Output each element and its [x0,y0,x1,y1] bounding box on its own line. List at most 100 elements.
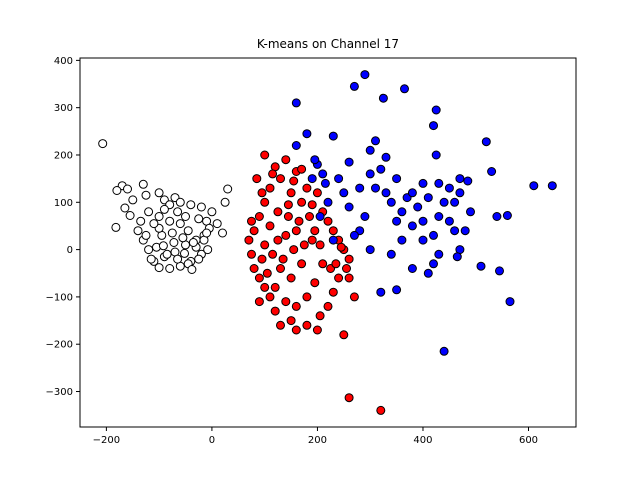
data-point-cluster-1-10 [141,190,151,200]
y-axis: −300 −200 −100 0 100 200 300 400 [46,56,80,398]
data-point-cluster-2-64 [349,292,359,302]
data-point-cluster-2-11 [328,226,338,236]
data-point-cluster-2-15 [334,273,344,283]
data-point-cluster-2-74 [307,235,317,245]
data-point-cluster-2-27 [247,249,256,259]
data-point-cluster-3-55 [407,188,417,198]
data-point-cluster-2-49 [273,207,283,217]
data-point-cluster-3-4 [400,84,409,94]
data-point-cluster-2-16 [328,287,338,297]
data-point-cluster-1-67 [180,248,189,258]
data-point-cluster-2-41 [302,292,312,302]
data-point-cluster-3-7 [302,129,312,139]
data-point-cluster-3-25 [392,285,402,295]
data-point-cluster-2-31 [260,197,270,207]
data-point-cluster-3-75 [381,152,391,162]
data-point-cluster-3-28 [429,259,438,269]
data-point-cluster-2-3 [281,155,291,165]
data-point-cluster-3-79 [434,178,444,188]
data-point-cluster-3-61 [339,188,349,198]
chart-title: K-means on Channel 17 [257,37,399,51]
data-point-cluster-3-21 [495,266,504,276]
data-point-cluster-3-23 [439,346,449,356]
data-point-cluster-3-57 [386,249,396,259]
data-point-cluster-1-4 [123,184,132,194]
data-point-cluster-1-45 [154,263,164,273]
y-tick-label: 200 [54,150,73,161]
data-point-cluster-3-13 [431,150,441,160]
data-point-cluster-2-73 [315,311,325,321]
data-point-cluster-2-25 [254,273,264,283]
data-point-cluster-3-72 [320,178,330,188]
data-point-cluster-1-5 [111,222,121,232]
data-point-cluster-1-8 [125,211,135,220]
y-tick-label: 400 [54,56,73,67]
data-point-cluster-2-17 [323,301,333,311]
data-point-cluster-2-70 [247,216,256,226]
data-point-cluster-1-36 [154,212,164,221]
data-point-cluster-3-14 [481,137,491,147]
data-point-cluster-1-15 [175,197,185,207]
data-point-cluster-1-31 [144,245,154,255]
data-point-cluster-2-26 [249,264,259,273]
data-point-cluster-3-20 [476,261,486,271]
data-point-cluster-2-32 [265,183,275,193]
data-point-cluster-1-63 [141,230,151,240]
data-point-cluster-3-48 [392,174,402,184]
data-point-cluster-3-54 [418,178,428,188]
data-point-cluster-2-80 [342,264,351,273]
x-tick-label: 400 [413,435,432,446]
data-point-cluster-2-18 [312,325,322,335]
data-point-cluster-2-40 [310,278,320,288]
data-point-cluster-3-65 [307,174,317,184]
data-point-cluster-1-7 [128,195,138,205]
data-point-cluster-1-16 [186,200,196,210]
data-point-cluster-3-18 [502,211,512,220]
data-point-cluster-3-58 [365,245,375,255]
data-point-cluster-2-51 [291,226,301,236]
data-point-cluster-2-50 [283,212,293,221]
data-point-cluster-1-49 [167,228,177,238]
data-point-cluster-3-76 [392,216,402,226]
data-point-cluster-3-46 [365,169,375,179]
data-point-cluster-3-35 [463,176,473,186]
data-point-cluster-3-9 [371,136,380,146]
data-point-cluster-1-50 [178,233,188,243]
data-point-cluster-3-69 [349,230,359,240]
data-point-cluster-1-34 [136,216,146,226]
data-point-cluster-3-41 [407,221,417,231]
data-point-cluster-1-20 [212,219,222,229]
data-point-cluster-2-24 [260,282,270,292]
data-point-cluster-3-36 [444,183,454,193]
data-point-cluster-3-53 [450,197,460,207]
data-point-cluster-3-27 [423,268,433,278]
y-tick-label: 100 [54,198,73,209]
data-point-cluster-2-56 [268,249,278,259]
data-point-cluster-2-60 [278,254,288,264]
data-point-cluster-3-63 [318,169,328,179]
data-point-cluster-3-34 [455,188,465,198]
data-point-cluster-1-1 [98,139,108,149]
data-point-cluster-3-51 [423,193,433,203]
data-point-cluster-1-68 [187,265,197,274]
data-point-cluster-2-44 [270,282,280,292]
axes-frame [79,57,577,428]
data-point-cluster-1-39 [183,226,193,236]
data-point-cluster-1-64 [149,219,159,229]
data-point-cluster-3-26 [407,264,417,273]
data-point-cluster-2-38 [315,240,325,250]
data-point-cluster-3-77 [418,235,428,245]
data-point-cluster-3-45 [371,183,380,193]
data-point-cluster-3-29 [434,249,444,259]
x-axis: −200 0 200 400 600 [93,427,538,446]
data-point-cluster-1-51 [188,238,198,247]
data-point-cluster-2-69 [257,188,267,198]
data-point-cluster-1-9 [138,179,148,189]
data-point-cluster-3-22 [505,297,515,307]
data-point-cluster-3-78 [450,226,460,236]
data-point-cluster-2-77 [268,169,278,179]
data-point-cluster-3-70 [328,235,338,245]
data-point-cluster-3-37 [439,197,449,207]
data-point-cluster-1-23 [220,197,230,207]
data-point-cluster-3-3 [378,93,388,103]
